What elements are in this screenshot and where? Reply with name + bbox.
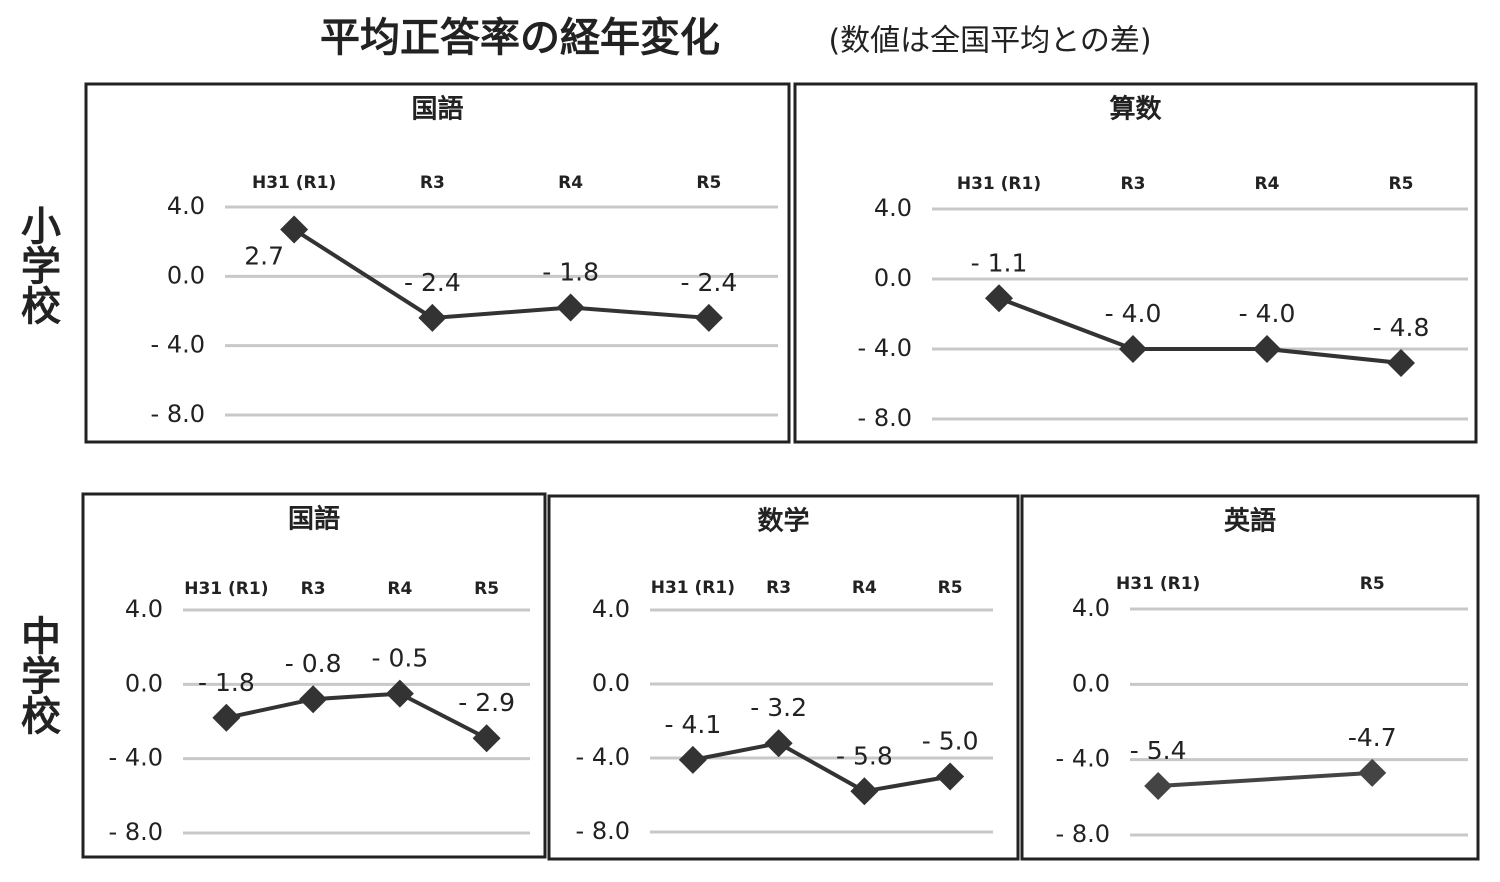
y-tick-label: - 8.0: [576, 817, 630, 845]
data-label: - 5.8: [836, 741, 893, 770]
y-tick-label: 4.0: [592, 595, 630, 623]
x-tick-label: R3: [420, 173, 445, 193]
y-tick-label: - 4.0: [576, 743, 630, 771]
y-tick-label: 0.0: [874, 264, 912, 292]
page-subtitle: (数値は全国平均との差): [828, 24, 1151, 59]
x-tick-label: R4: [387, 579, 412, 599]
y-tick-label: 4.0: [874, 194, 912, 222]
data-label: - 1.8: [542, 258, 599, 287]
panel-title: 数学: [757, 506, 809, 537]
data-point: [280, 215, 309, 244]
row-label: 小学校: [14, 205, 61, 325]
y-tick-label: 0.0: [592, 669, 630, 697]
x-tick-label: H31 (R1): [184, 579, 268, 599]
data-line: [1158, 770, 1373, 789]
y-tick-label: - 8.0: [1056, 820, 1110, 848]
data-point: [418, 303, 447, 332]
data-label: - 4.0: [1105, 299, 1162, 328]
data-point: [1144, 772, 1173, 801]
y-tick-label: 4.0: [125, 595, 163, 623]
y-tick-label: 4.0: [1072, 594, 1110, 622]
panel-title: 国語: [288, 504, 340, 535]
data-label: - 4.1: [665, 710, 722, 739]
data-label: - 0.8: [285, 649, 342, 678]
data-point: [472, 724, 501, 753]
x-tick-label: R3: [1121, 174, 1146, 194]
data-point: [212, 703, 241, 732]
data-label: -4.7: [1348, 723, 1397, 752]
y-tick-label: 0.0: [167, 261, 205, 289]
data-point: [1253, 335, 1281, 363]
y-tick-label: 0.0: [125, 669, 163, 697]
x-tick-label: H31 (R1): [1116, 574, 1200, 594]
data-point: [385, 679, 414, 708]
x-tick-label: R5: [1360, 574, 1385, 594]
x-tick-label: R4: [1255, 174, 1280, 194]
panel-frame: [547, 494, 1020, 861]
data-label: - 4.8: [1373, 313, 1430, 342]
data-label: - 5.0: [922, 727, 979, 756]
data-label: - 2.4: [681, 268, 738, 297]
y-tick-label: - 8.0: [858, 404, 912, 432]
x-tick-label: H31 (R1): [252, 173, 336, 193]
data-label: - 4.0: [1239, 299, 1296, 328]
x-tick-label: R5: [938, 578, 963, 598]
x-tick-label: R4: [852, 578, 877, 598]
data-point: [556, 293, 585, 322]
data-point: [936, 762, 965, 791]
y-tick-label: - 4.0: [1056, 745, 1110, 773]
data-point: [764, 729, 793, 758]
panel-title: 英語: [1224, 506, 1276, 537]
data-point: [1387, 349, 1415, 377]
data-label: - 2.9: [458, 688, 515, 717]
data-label: - 1.1: [971, 248, 1028, 277]
page-title: 平均正答率の経年変化: [320, 15, 720, 61]
data-label: 2.7: [244, 242, 284, 271]
panel-title: 国語: [411, 94, 463, 125]
data-label: - 1.8: [198, 668, 255, 697]
y-tick-label: - 8.0: [151, 400, 205, 428]
panel-title: 算数: [1109, 94, 1162, 125]
x-tick-label: R5: [696, 173, 721, 193]
data-point: [694, 303, 723, 332]
data-point: [1119, 335, 1147, 363]
data-line: [998, 296, 1402, 365]
y-tick-label: - 4.0: [858, 334, 912, 362]
y-tick-label: - 4.0: [109, 744, 163, 772]
x-tick-label: R5: [474, 579, 499, 599]
data-line: [692, 741, 951, 794]
panel-frame: [84, 82, 791, 444]
panel-frame: [81, 492, 547, 859]
y-tick-label: 4.0: [167, 192, 205, 220]
data-point: [299, 685, 328, 714]
y-tick-label: - 8.0: [109, 818, 163, 846]
data-label: - 5.4: [1130, 736, 1187, 765]
data-point: [678, 745, 707, 774]
data-label: - 2.4: [404, 268, 461, 297]
y-tick-label: 0.0: [1072, 669, 1110, 697]
x-tick-label: H31 (R1): [957, 174, 1041, 194]
data-point: [985, 284, 1013, 313]
data-line: [293, 227, 710, 320]
data-point: [1358, 758, 1387, 787]
x-tick-label: R3: [301, 579, 326, 599]
data-label: - 3.2: [750, 693, 807, 722]
data-line: [225, 691, 488, 741]
row-label: 中学校: [14, 615, 61, 735]
x-tick-label: H31 (R1): [651, 578, 735, 598]
x-tick-label: R3: [766, 578, 791, 598]
panel-frame: [793, 82, 1478, 444]
x-tick-label: R5: [1389, 174, 1414, 194]
data-point: [850, 777, 879, 806]
x-tick-label: R4: [558, 173, 583, 193]
y-tick-label: - 4.0: [151, 331, 205, 359]
panel-frame: [1020, 494, 1480, 861]
data-label: - 0.5: [372, 644, 429, 673]
